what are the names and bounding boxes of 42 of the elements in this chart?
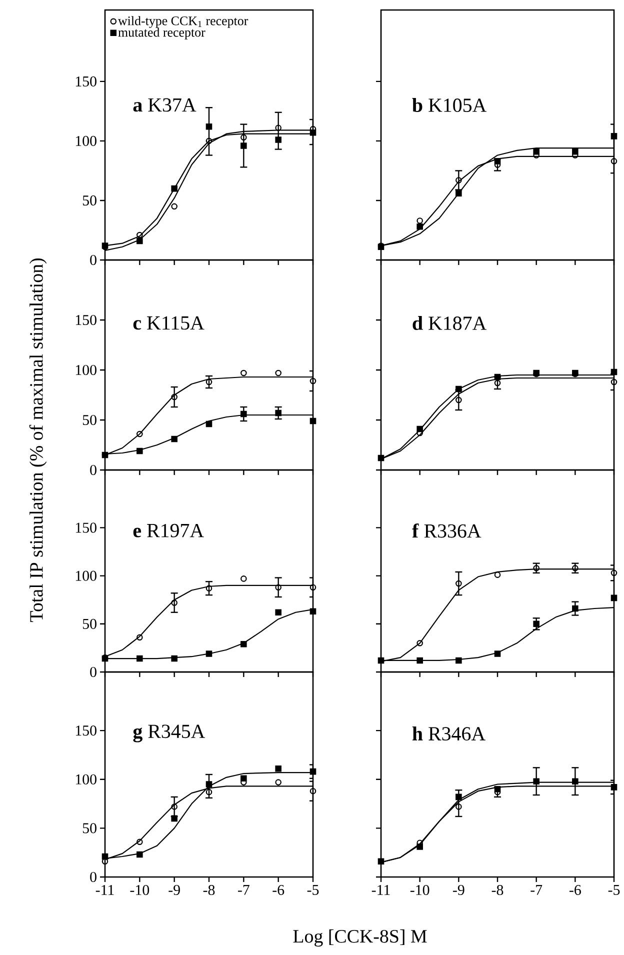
y-tick-label: 50 [82,823,96,834]
x-tick-label: -10 [410,884,430,896]
y-tick-label: 0 [90,666,96,678]
x-tick-label: -8 [492,884,504,896]
text: c K115A [133,316,204,330]
text: f R336A [412,523,482,538]
x-tick-label: -9 [168,884,180,896]
x-tick-label: -8 [203,884,215,896]
y-tick-label: 100 [76,570,96,581]
y-tick-label: 0 [90,872,96,882]
x-tick-label: -7 [530,884,542,895]
text: e R197A [133,524,204,538]
y-tick-label: 50 [82,195,96,206]
y-tick-label: 150 [76,726,96,736]
x-tick-label: -5 [307,884,319,895]
text: b K105A [412,98,487,112]
y-tick-label: 100 [76,364,96,376]
x-tick-label: -10 [130,884,150,896]
y-tick-label: 50 [82,414,96,426]
x-tick-label: -11 [372,884,390,895]
x-tick-label: -9 [452,884,464,896]
x-tick-label: -7 [238,884,250,895]
y-tick-label: 0 [90,464,96,476]
y-tick-label: 150 [76,522,96,533]
text: h R346A [412,726,486,740]
y-axis-title: Total IP stimulation (% of maximal stimulation) [29,258,47,622]
x-tick-label: -5 [608,884,620,895]
text: g R345A [133,724,206,742]
text: d K187A [412,316,487,330]
y-tick-label: 100 [76,774,96,784]
y-tick-label: 0 [90,254,96,266]
y-tick-label: 50 [82,618,96,629]
y-tick-label: 150 [76,314,96,326]
legend-label: wild-type CCK$_{1}$ receptor [118,16,248,28]
x-axis-title: Log [CCK-8S] M [293,929,427,947]
x-tick-label: -11 [96,884,114,895]
y-tick-label: 100 [76,136,96,146]
text: a K37A [133,98,196,112]
x-tick-label: -6 [272,884,284,896]
x-tick-label: -6 [569,884,581,896]
y-tick-label: 150 [76,76,96,86]
legend-label: mutated receptor [118,28,206,40]
